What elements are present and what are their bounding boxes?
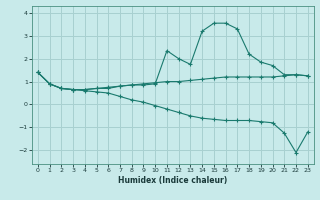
X-axis label: Humidex (Indice chaleur): Humidex (Indice chaleur)	[118, 176, 228, 185]
